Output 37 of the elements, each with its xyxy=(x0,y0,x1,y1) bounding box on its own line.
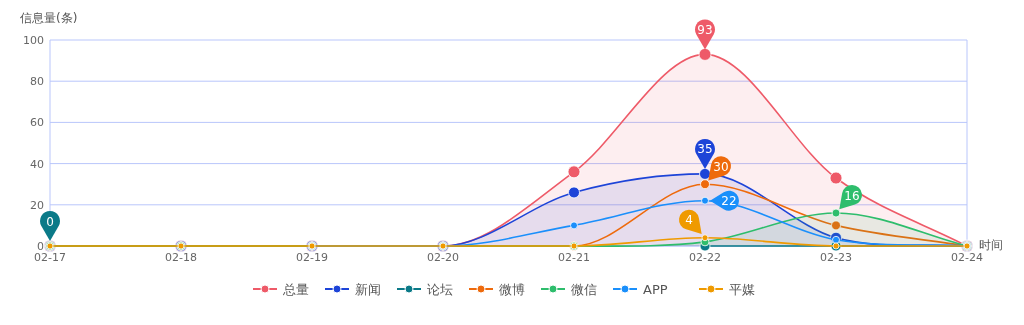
label-pin: 0 xyxy=(40,211,60,241)
label-pin: 4 xyxy=(679,209,702,234)
label-pin: 35 xyxy=(695,138,715,169)
y-tick-label: 20 xyxy=(30,198,44,212)
label-pin: 93 xyxy=(695,19,715,50)
data-label: 30 xyxy=(713,159,729,174)
data-label: 16 xyxy=(844,188,860,203)
data-label: 4 xyxy=(685,213,693,228)
data-label: 93 xyxy=(697,22,713,37)
data-label: 35 xyxy=(697,142,713,157)
legend-label: 平媒 xyxy=(729,282,755,297)
legend-label: 总量 xyxy=(282,282,309,297)
y-tick-label: 40 xyxy=(30,157,44,171)
legend-label: APP xyxy=(643,282,668,297)
y-axis-title: 信息量(条) xyxy=(20,11,78,25)
data-label: 22 xyxy=(721,194,737,209)
x-tick-label: 02-20 xyxy=(427,251,459,264)
label-pin: 30 xyxy=(708,156,731,181)
label-pin: 22 xyxy=(710,190,739,211)
x-tick-label: 02-23 xyxy=(820,251,852,264)
y-tick-label: 60 xyxy=(30,116,44,130)
x-tick-label: 02-21 xyxy=(558,251,590,264)
x-axis-title: 时间 xyxy=(979,238,1003,252)
y-tick-label: 0 xyxy=(37,240,44,253)
legend-label: 论坛 xyxy=(427,282,453,297)
y-tick-label: 100 xyxy=(23,34,44,47)
legend-label: 新闻 xyxy=(355,282,381,297)
x-tick-label: 02-18 xyxy=(165,251,197,264)
x-tick-label: 02-24 xyxy=(951,251,983,264)
x-tick-label: 02-19 xyxy=(296,251,328,264)
y-tick-label: 80 xyxy=(30,75,44,89)
legend-label: 微博 xyxy=(499,282,525,297)
data-label: 0 xyxy=(46,214,54,229)
label-pin: 16 xyxy=(839,185,862,210)
legend-label: 微信 xyxy=(571,282,597,297)
x-tick-label: 02-22 xyxy=(689,251,721,264)
x-tick-label: 02-17 xyxy=(34,251,66,264)
